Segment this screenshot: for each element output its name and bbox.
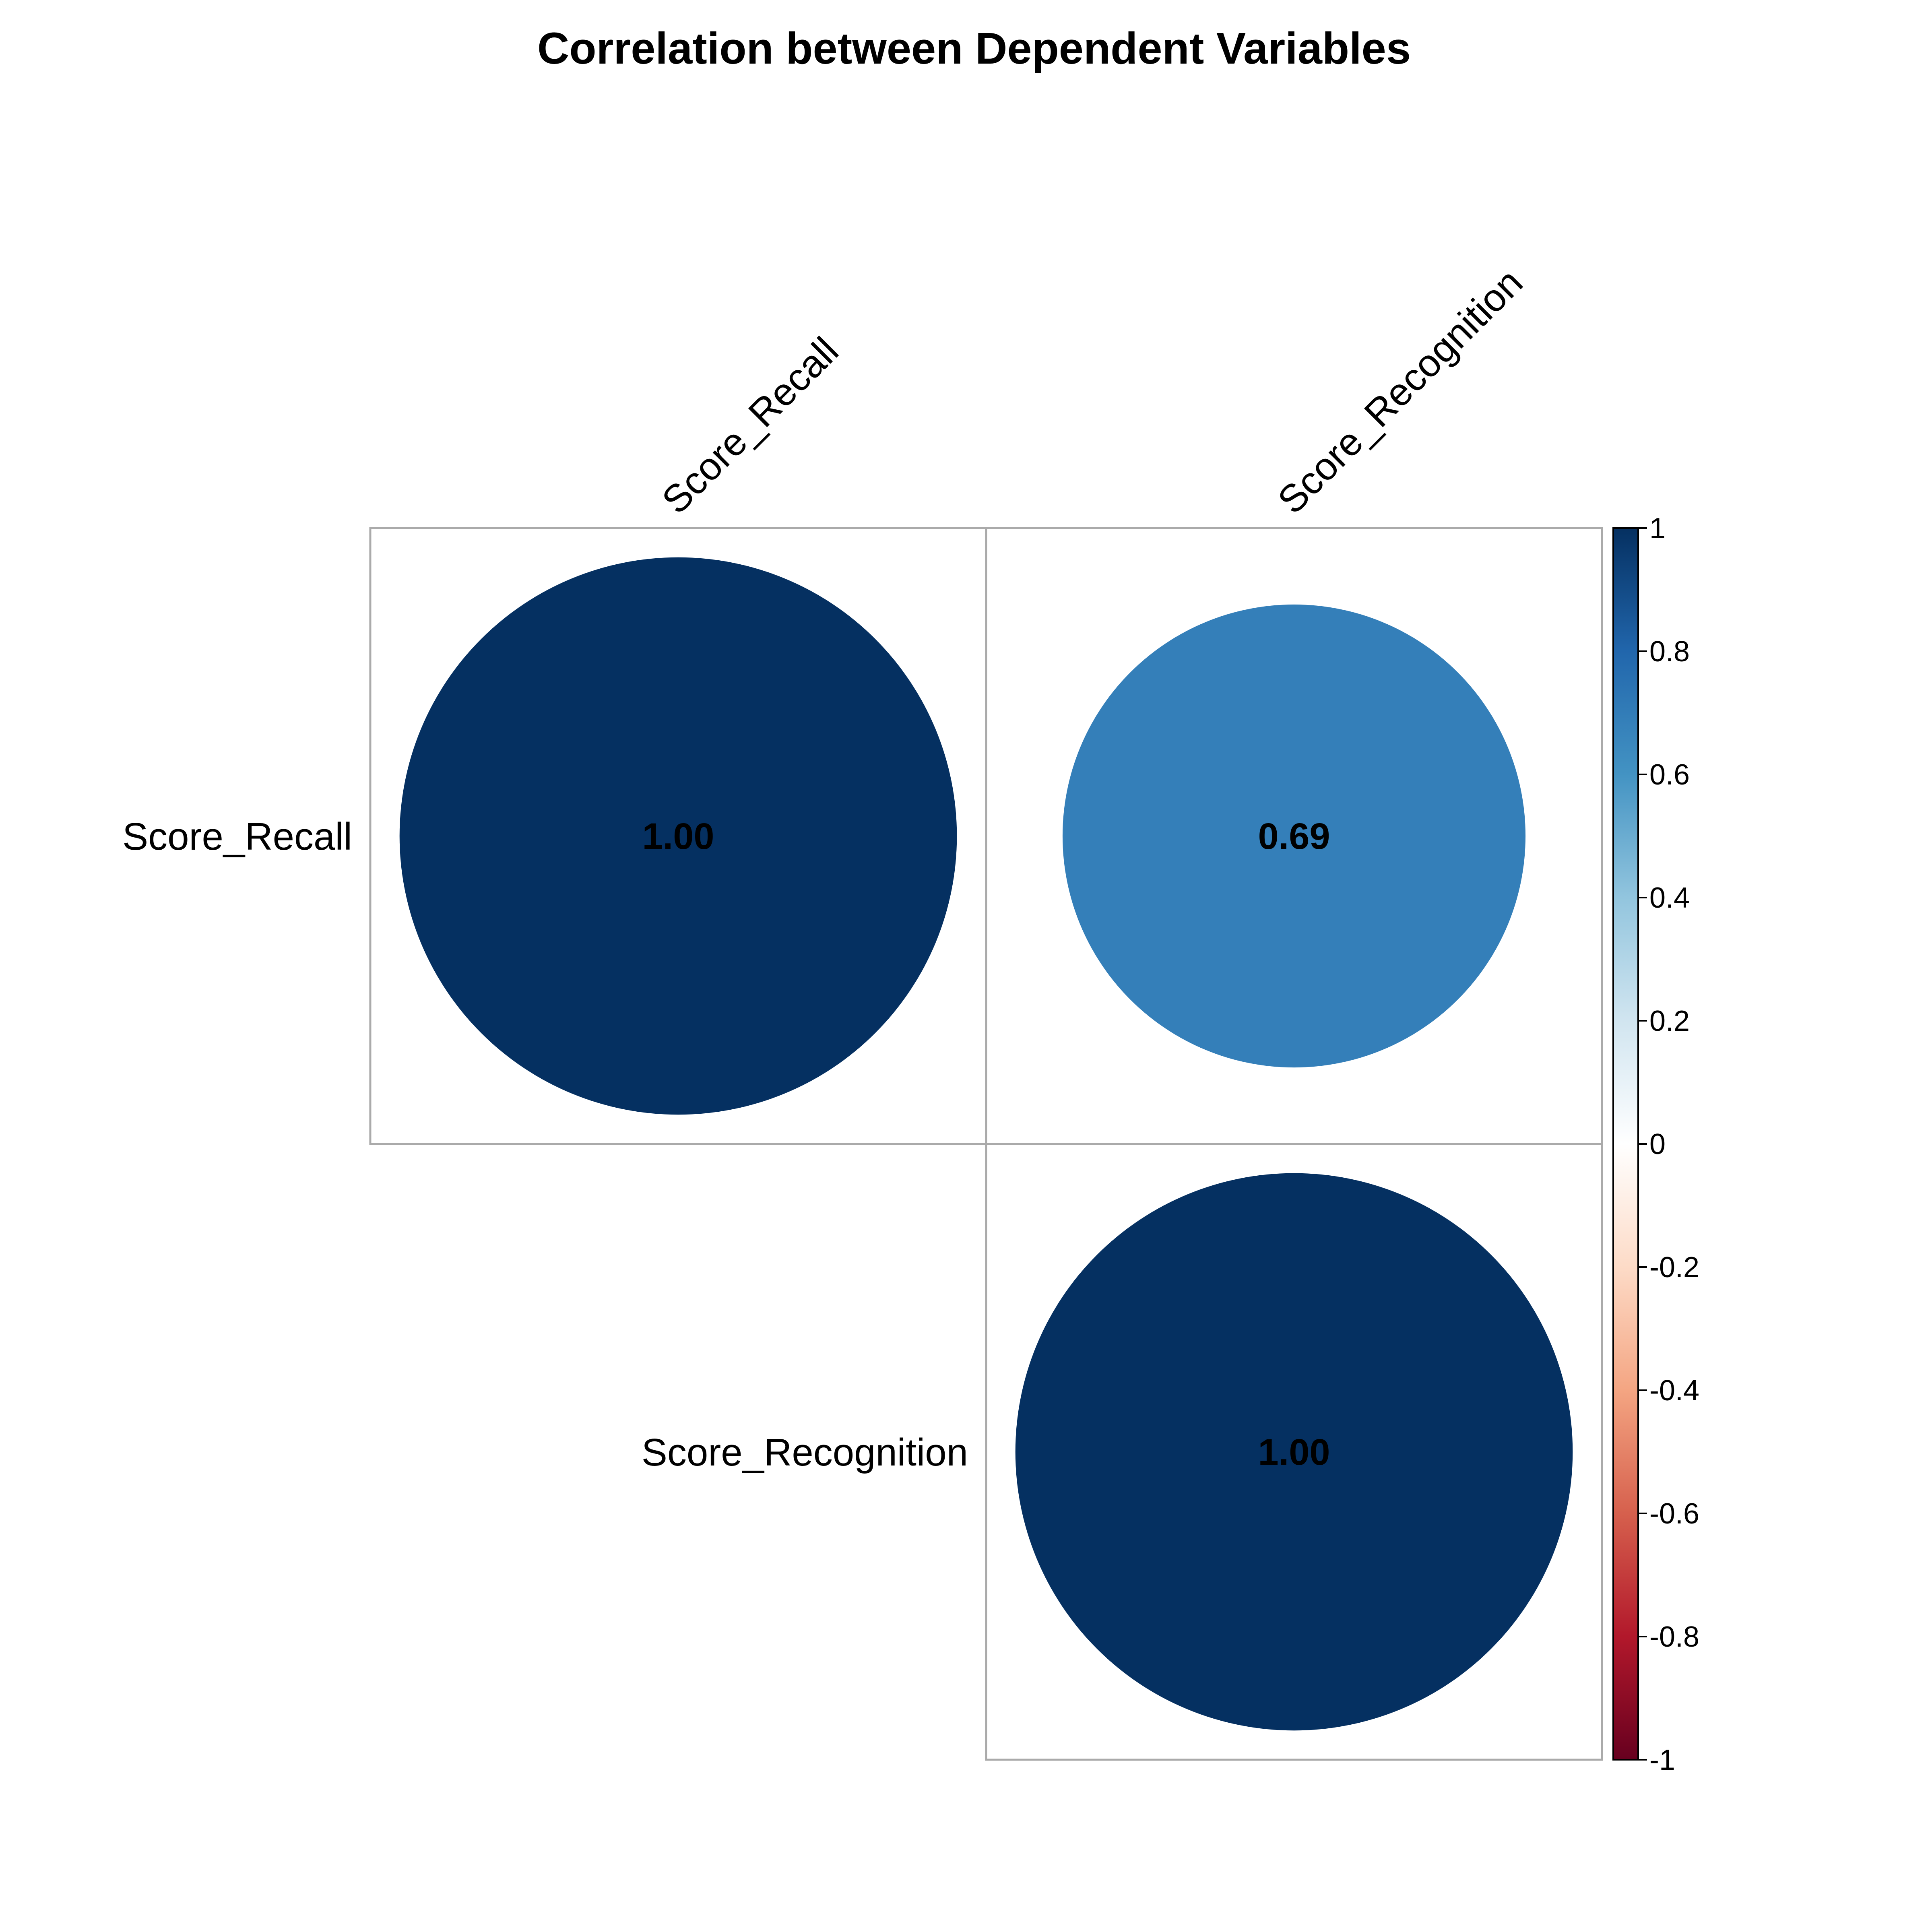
colorbar-tick-label: 0 [1649, 1128, 1666, 1160]
correlation-circle [1062, 604, 1526, 1068]
colorbar-tick-label: 0.8 [1649, 636, 1690, 668]
colorbar-tick-label: -0.8 [1649, 1621, 1699, 1653]
row-label: Score_Recognition [642, 1431, 968, 1474]
column-label: Score_Recognition [1269, 261, 1531, 522]
row-label: Score_Recall [122, 815, 352, 858]
colorbar-tick-label: -0.4 [1649, 1375, 1699, 1407]
colorbar-tick-label: 0.6 [1649, 759, 1690, 791]
colorbar-tick-label: 0.4 [1649, 882, 1690, 914]
colorbar-tick-label: -0.2 [1649, 1251, 1699, 1284]
column-label: Score_Recall [654, 329, 846, 522]
cell-value-label: 0.69 [1258, 816, 1330, 857]
cell-value-label: 1.00 [642, 816, 714, 857]
grid-cell [985, 1143, 1603, 1761]
colorbar-tick-label: -1 [1649, 1744, 1675, 1776]
chart-title: Correlation between Dependent Variables [537, 24, 1411, 73]
colorbar: 1 0.8 0.6 0.4 0.2 0 -0.2 -0.4 -0.6 -0.8 -1 [1612, 512, 1699, 1776]
cell-value-label: 1.00 [1258, 1432, 1330, 1473]
colorbar-tick-label: 1 [1649, 512, 1666, 545]
colorbar-gradient [1612, 527, 1639, 1761]
colorbar-tick-label: 0.2 [1649, 1005, 1690, 1037]
correlation-circle [399, 557, 957, 1115]
correlation-circle [1015, 1173, 1573, 1731]
colorbar-tick-label: -0.6 [1649, 1498, 1699, 1530]
correlation-cells: 1.00 0.69 1.00 [369, 527, 1603, 1761]
